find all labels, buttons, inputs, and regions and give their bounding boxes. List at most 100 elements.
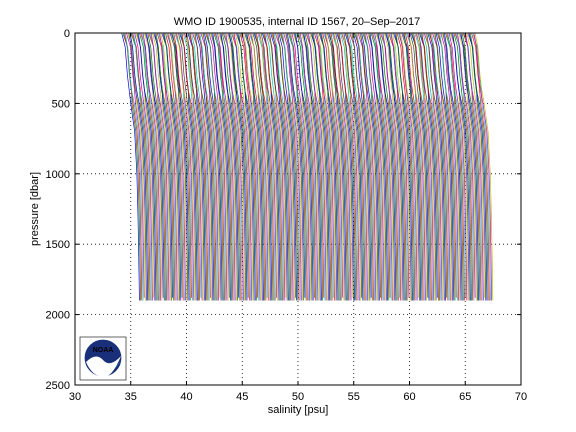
salinity-profile-line <box>457 33 476 298</box>
x-tick-label: 65 <box>459 391 471 403</box>
salinity-profile-line <box>320 33 339 301</box>
y-tick-label: 1500 <box>46 239 70 251</box>
salinity-profile-line <box>343 33 362 298</box>
salinity-profile-line <box>466 33 485 298</box>
salinity-profile-line <box>204 33 223 301</box>
salinity-profile-line <box>233 33 253 301</box>
salinity-profile-line <box>125 33 144 301</box>
salinity-profile-line <box>265 33 284 301</box>
salinity-profile-line <box>145 33 164 298</box>
salinity-profile-line <box>121 33 140 301</box>
salinity-profile-line <box>359 33 378 301</box>
salinity-profile-line <box>439 33 458 301</box>
salinity-profile-line <box>171 33 190 301</box>
salinity-profile-line <box>219 33 238 301</box>
salinity-profile-line <box>208 33 228 301</box>
salinity-profile-line <box>178 33 197 301</box>
salinity-profile-line <box>128 33 147 301</box>
salinity-profile-line <box>296 33 315 298</box>
y-axis: 0 500 1000 1500 2000 2500 <box>46 28 521 392</box>
salinity-profile-line <box>199 33 218 301</box>
salinity-profile-line <box>334 33 353 298</box>
salinity-profile-line <box>455 33 475 301</box>
salinity-profile-line <box>303 33 322 301</box>
salinity-profile-line <box>245 33 264 301</box>
salinity-profile-line <box>471 33 490 301</box>
salinity-profile-line <box>351 33 371 301</box>
salinity-profile-line <box>152 33 171 301</box>
salinity-profile-line <box>447 33 466 298</box>
salinity-profile-line <box>387 33 406 301</box>
salinity-profile-line <box>316 33 335 301</box>
salinity-profile-line <box>138 33 157 301</box>
salinity-profile-line <box>263 33 282 301</box>
salinity-profile-line <box>134 33 153 301</box>
salinity-profile-line <box>386 33 405 301</box>
salinity-profile-line <box>271 33 290 301</box>
salinity-profile-line <box>472 33 491 301</box>
y-tick-label: 0 <box>64 28 70 40</box>
salinity-profile-line <box>407 33 426 301</box>
salinity-profile-line <box>379 33 398 301</box>
salinity-profile-line <box>392 33 411 301</box>
salinity-profile-line <box>154 33 173 298</box>
salinity-profile-line <box>195 33 215 301</box>
salinity-profile-line <box>342 33 361 301</box>
salinity-profile-line <box>216 33 235 301</box>
salinity-profile-line <box>363 33 383 301</box>
x-tick-label: 50 <box>292 391 304 403</box>
salinity-profile-line <box>198 33 217 301</box>
salinity-profile-line <box>390 33 410 298</box>
salinity-profile-line <box>409 33 429 298</box>
salinity-profile-line <box>335 33 354 301</box>
x-tick-label: 45 <box>236 391 248 403</box>
x-axis: 30 35 40 45 50 55 60 65 70 <box>69 33 527 403</box>
y-tick-label: 2500 <box>46 380 70 392</box>
salinity-profile-line <box>473 33 492 301</box>
salinity-profile-line <box>211 33 230 298</box>
salinity-profile-line <box>295 33 314 301</box>
salinity-profile-line <box>434 33 453 301</box>
salinity-profile-line <box>256 33 275 301</box>
salinity-profile-line <box>348 33 367 301</box>
salinity-profile-line <box>416 33 436 301</box>
salinity-profile-line <box>239 33 258 298</box>
salinity-profile-line <box>470 33 489 301</box>
salinity-profile-line <box>277 33 296 298</box>
salinity-profile-line <box>452 33 471 301</box>
salinity-profile-line <box>185 33 204 301</box>
svg-text:NOAA: NOAA <box>93 347 114 354</box>
salinity-profile-line <box>464 33 483 301</box>
salinity-profile-line <box>299 33 319 301</box>
salinity-profile-line <box>252 33 271 301</box>
salinity-profile-line <box>230 33 249 298</box>
salinity-profile-line <box>347 33 366 301</box>
salinity-profile-line <box>311 33 331 301</box>
salinity-profile-line <box>221 33 241 301</box>
salinity-profile-line <box>220 33 240 298</box>
salinity-profile-line <box>158 33 177 301</box>
salinity-profile-line <box>283 33 302 301</box>
salinity-profile-line <box>255 33 274 301</box>
salinity-profile-line <box>374 33 393 301</box>
salinity-profile-line <box>257 33 276 301</box>
salinity-profile-line <box>322 33 341 301</box>
salinity-profile-line <box>429 33 449 301</box>
salinity-profile-line <box>414 33 433 301</box>
y-tick-label: 2000 <box>46 310 70 322</box>
salinity-profile-line <box>243 33 262 301</box>
salinity-profile-line <box>408 33 427 301</box>
salinity-profile-line <box>234 33 254 301</box>
salinity-profile-line <box>190 33 209 301</box>
salinity-profile-line <box>461 33 481 301</box>
x-tick-label: 55 <box>348 391 360 403</box>
salinity-profile-line <box>325 33 345 301</box>
salinity-profile-line <box>264 33 283 301</box>
salinity-profile-line <box>162 33 182 301</box>
salinity-profile-line <box>370 33 390 301</box>
salinity-profile-line <box>126 33 145 298</box>
salinity-profile-line <box>372 33 391 298</box>
salinity-profile-line <box>302 33 321 301</box>
salinity-profile-line <box>276 33 295 301</box>
salinity-profile-line <box>396 33 416 301</box>
